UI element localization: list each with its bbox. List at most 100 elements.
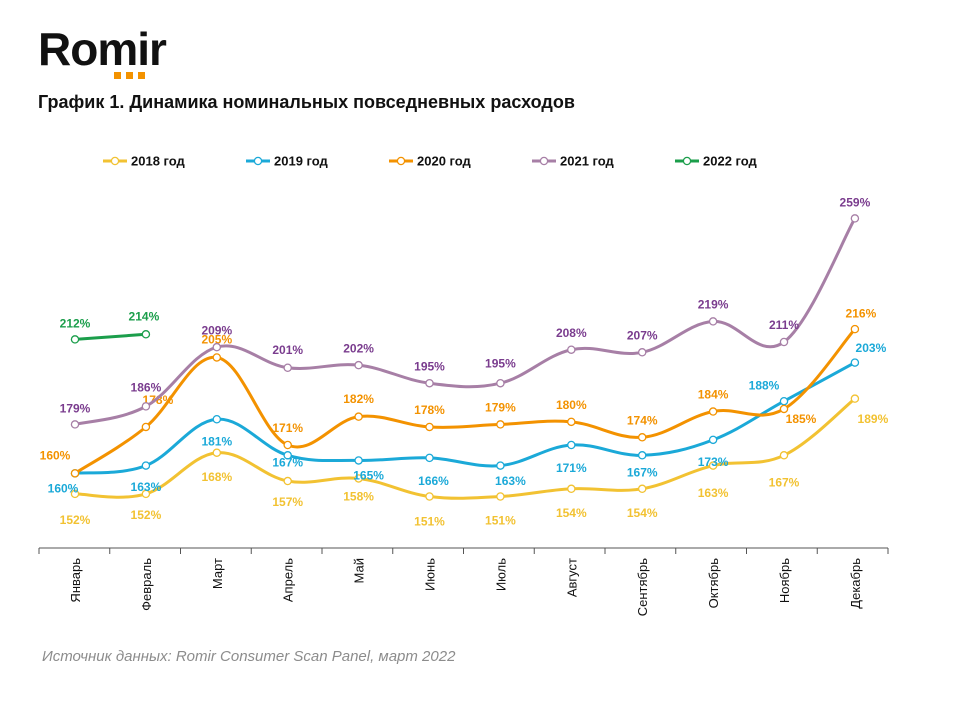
legend-2019-год-marker: [253, 156, 263, 166]
series-2020-год-data-label-7: 179%: [485, 401, 516, 415]
x-tick-label-10: Октябрь: [706, 558, 721, 609]
series-2019-год-data-label-5: 165%: [353, 469, 384, 483]
series-2021-год-data-label-9: 207%: [627, 328, 658, 342]
series-2018-год-data-label-12: 189%: [858, 412, 889, 426]
series-2019-год-point-2: [141, 461, 151, 470]
series-2018-год-data-label-6: 151%: [414, 515, 445, 529]
x-tick-label-11: Ноябрь: [777, 558, 792, 603]
series-2019-год-data-label-10: 173%: [698, 455, 729, 469]
series-2019-год-data-label-9: 167%: [627, 465, 658, 479]
series-2019-год-data-label-2: 163%: [131, 480, 162, 494]
series-2019-год-point-12: [850, 358, 860, 367]
series-2020-год-data-label-1: 160%: [40, 448, 71, 462]
source-note: Источник данных: Romir Consumer Scan Pan…: [42, 648, 456, 665]
x-tick-label-6: Июнь: [423, 558, 438, 591]
logo-dots: [114, 72, 145, 79]
series-2018-год-point-1: [70, 489, 80, 499]
series-2021-год-point-2: [141, 402, 151, 411]
series-2019-год-line: [73, 361, 857, 475]
series-2020-год-line: [73, 327, 857, 475]
x-tick-label-8: Август: [564, 558, 579, 597]
x-tick-label-3: Март: [210, 558, 225, 589]
series-2020-год-point-3: [212, 353, 222, 362]
series-2020-год-point-6: [425, 422, 434, 432]
series-2019-год-data-label-8: 171%: [556, 461, 587, 475]
series-2021-год-point-1: [70, 420, 80, 429]
series-2020-год-point-4: [283, 440, 292, 450]
series-2018-год-data-label-8: 154%: [556, 506, 587, 520]
series-2019-год-data-label-1: 160%: [48, 481, 79, 495]
series-2018-год-point-3: [212, 448, 222, 457]
series-2021-год-data-label-6: 195%: [414, 359, 445, 373]
series-2018-год-point-12: [850, 394, 860, 403]
series-2018-год-point-2: [141, 489, 151, 499]
series-2020-год-data-label-11: 185%: [786, 412, 817, 426]
series-2018-год-data-label-4: 157%: [272, 495, 303, 509]
series-2022-год-point-2: [141, 330, 151, 339]
series-2019-год-point-3: [212, 414, 222, 424]
series-2018-год-point-11: [779, 451, 789, 460]
series-2018-год-data-label-1: 152%: [60, 513, 91, 527]
legend-2018-год-marker: [110, 156, 120, 166]
series-2021-год-point-7: [496, 378, 505, 388]
series-2019-год-point-8: [567, 440, 576, 450]
series-2019-год-point-5: [354, 456, 363, 465]
series-2020-год-point-12: [850, 324, 860, 334]
x-tick-label-12: Декабрь: [848, 558, 863, 609]
series-2018-год-point-7: [496, 492, 505, 501]
legend-2020-год-label: 2020 год: [417, 154, 472, 169]
chart-title: График 1. Динамика номинальных повседнев…: [38, 92, 575, 112]
series-2022-год-line: [73, 332, 148, 341]
series-2019-год-data-label-11: 188%: [749, 378, 780, 392]
series-2020-год-point-7: [496, 420, 505, 429]
series-2021-год-data-label-2: 186%: [131, 381, 162, 395]
series-2019-год-data-label-7: 163%: [495, 474, 526, 488]
series-2018-год-point-10: [708, 461, 718, 470]
romir-logo: Romir: [38, 26, 167, 79]
legend-2022-год-marker: [682, 156, 692, 166]
series-2018-год-data-label-2: 152%: [131, 508, 162, 522]
legend-2022-год-label: 2022 год: [703, 154, 758, 169]
series-2021-год-data-label-4: 201%: [272, 343, 303, 357]
series-2020-год-point-5: [354, 412, 363, 421]
series-2020-год-data-label-10: 184%: [698, 388, 729, 402]
legend-2021-год-marker: [539, 156, 549, 166]
series-2018-год-point-4: [283, 476, 292, 486]
series-2021-год-point-6: [425, 378, 434, 388]
series-2019-год-point-9: [637, 451, 647, 460]
legend-2021-год-label: 2021 год: [560, 154, 615, 169]
legend-2019-год-label: 2019 год: [274, 154, 329, 169]
series-2018-год-data-label-7: 151%: [485, 514, 516, 528]
series-2020-год-point-1: [70, 469, 80, 478]
series-2020-год-data-label-9: 174%: [627, 413, 658, 427]
x-tick-label-1: Январь: [68, 558, 83, 603]
series-2021-год-point-8: [567, 345, 576, 354]
series-2021-год-point-10: [708, 317, 718, 326]
series-2018-год-line: [73, 397, 857, 500]
series-2020-год-point-11: [779, 404, 789, 414]
series-2019-год-data-label-12: 203%: [856, 341, 887, 355]
series-2019-год-point-6: [425, 453, 434, 463]
x-tick-label-9: Сентябрь: [635, 558, 650, 616]
series-2018-год-point-9: [637, 484, 647, 494]
x-tick-label-4: Апрель: [281, 558, 296, 602]
series-2020-год-data-label-12: 216%: [846, 306, 877, 320]
series-2019-год-point-7: [496, 461, 505, 470]
series-2022-год-data-label-2: 214%: [129, 309, 160, 323]
series-2018-год-point-6: [425, 492, 434, 501]
series-2020-год-point-8: [567, 417, 576, 427]
x-tick-label-2: Февраль: [139, 558, 154, 611]
series-2021-год-data-label-1: 179%: [60, 402, 91, 416]
series-2021-год-data-label-12: 259%: [840, 196, 871, 210]
legend-2018-год-label: 2018 год: [131, 154, 186, 169]
series-2019-год-data-label-3: 181%: [201, 434, 232, 448]
series-2020-год-point-10: [708, 407, 718, 416]
series-2021-год-data-label-8: 208%: [556, 326, 587, 340]
series-2019-год-point-4: [283, 451, 292, 460]
series-2018-год-data-label-9: 154%: [627, 506, 658, 520]
series-2018-год-data-label-10: 163%: [698, 486, 729, 500]
series-2018-год-data-label-5: 158%: [343, 490, 374, 504]
series-2021-год-data-label-3: 209%: [201, 323, 232, 337]
series-2020-год-point-9: [637, 433, 647, 442]
series-2021-год-point-5: [354, 360, 363, 370]
